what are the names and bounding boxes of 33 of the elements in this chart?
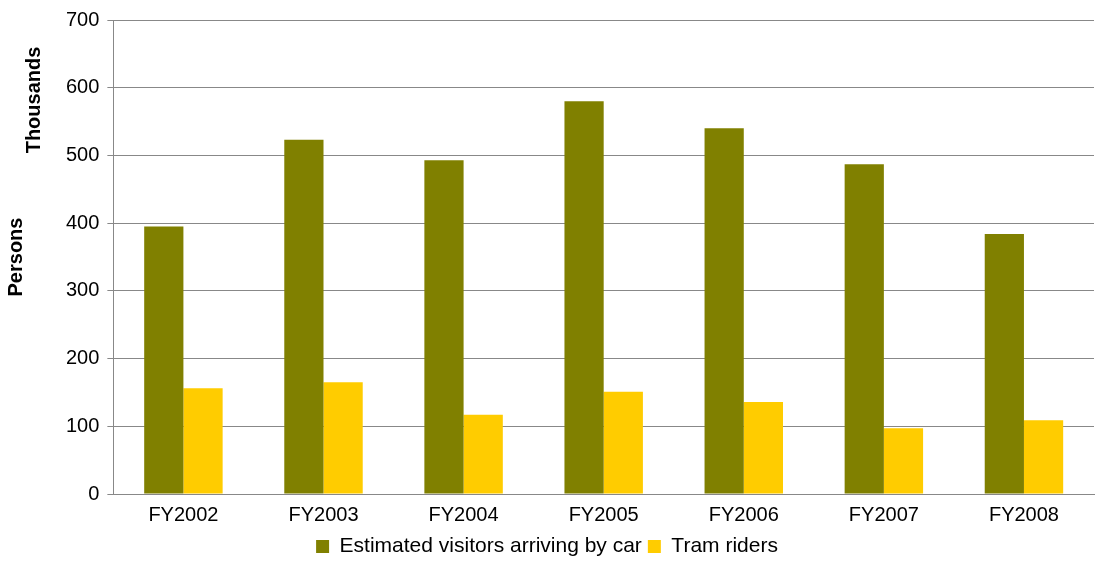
x-tick-label: FY2005 <box>568 502 639 525</box>
y-tick-label: 200 <box>65 346 100 369</box>
x-tick-label: FY2008 <box>988 502 1059 525</box>
y-tick-label: 100 <box>65 413 100 436</box>
bar <box>743 401 783 494</box>
legend-label: Estimated visitors arriving by car <box>339 533 642 557</box>
y-tick-label: 600 <box>65 75 100 98</box>
y-tick-label: 300 <box>65 278 100 301</box>
bar <box>704 128 744 494</box>
bar <box>463 414 503 494</box>
legend-label: Tram riders <box>671 533 778 557</box>
y-tick-label: 500 <box>65 142 100 165</box>
bar <box>284 139 324 494</box>
bar <box>603 391 643 494</box>
bar <box>844 164 884 494</box>
x-tick-label: FY2002 <box>148 502 219 525</box>
bar <box>424 160 464 494</box>
x-tick-label: FY2006 <box>708 502 779 525</box>
x-tick-label: FY2003 <box>288 502 359 525</box>
y-tick-label: 400 <box>65 210 100 233</box>
y-tick-label: 0 <box>88 481 100 504</box>
bar <box>1023 420 1064 494</box>
bar <box>183 388 223 494</box>
y-tick-label: 700 <box>65 7 100 30</box>
bar <box>323 382 363 494</box>
bar <box>984 233 1024 494</box>
bar <box>144 226 184 494</box>
bar <box>883 428 924 494</box>
bar <box>564 101 604 494</box>
y-axis-title: Persons <box>3 217 26 297</box>
text: Thousands <box>21 46 44 154</box>
x-tick-label: FY2007 <box>848 502 919 525</box>
x-tick-label: FY2004 <box>428 502 499 525</box>
